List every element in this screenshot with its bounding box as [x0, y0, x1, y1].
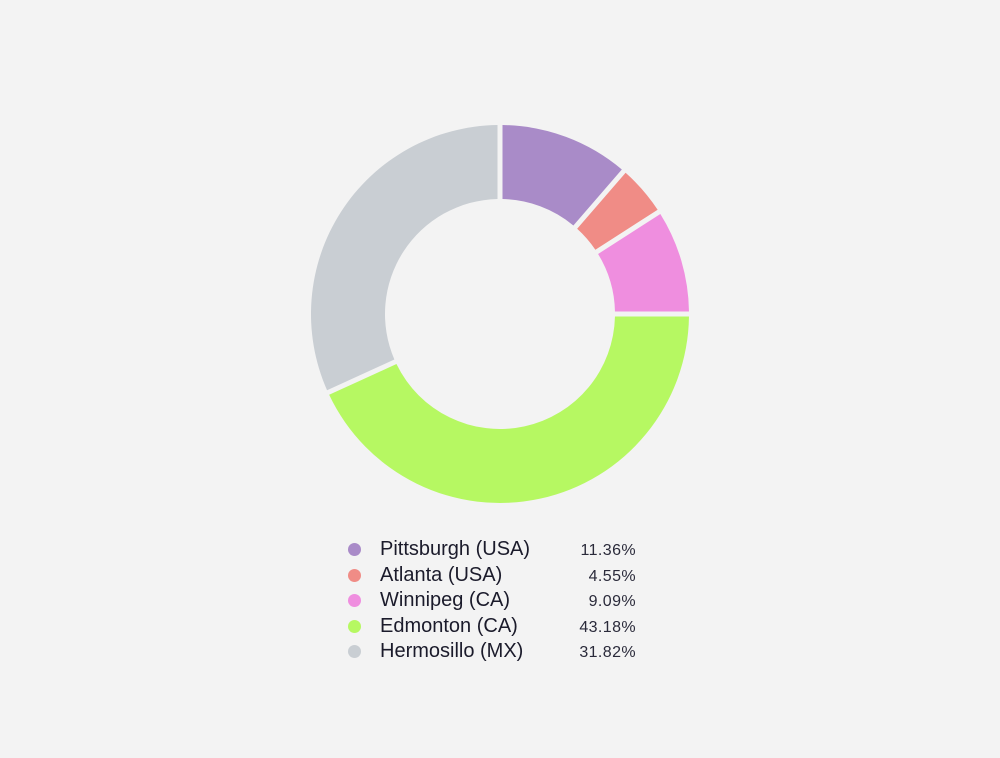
legend-value-pittsburgh: 11.36%	[580, 542, 636, 559]
legend-label-atlanta: Atlanta (USA)	[380, 563, 503, 586]
legend-item-winnipeg[interactable]: Winnipeg (CA) 9.09%	[345, 588, 645, 614]
legend-marker-pittsburgh	[348, 543, 361, 556]
legend-marker-winnipeg	[348, 594, 361, 608]
legend-item-atlanta[interactable]: Atlanta (USA) 4.55%	[345, 563, 645, 589]
legend-marker-edmonton	[348, 619, 361, 633]
legend-value-edmonton: 43.18%	[579, 618, 636, 636]
slice-winnipeg[interactable]	[598, 213, 689, 312]
legend-label-winnipeg: Winnipeg (CA)	[380, 589, 511, 612]
legend-label-pittsburgh: Pittsburgh (USA)	[380, 538, 531, 560]
legend-label-hermosillo: Hermosillo (MX)	[380, 640, 524, 663]
legend-value-hermosillo: 31.82%	[579, 644, 636, 662]
legend-value-atlanta: 4.55%	[588, 567, 636, 585]
legend-item-edmonton[interactable]: Edmonton (CA) 43.18%	[345, 614, 645, 640]
legend-item-hermosillo[interactable]: Hermosillo (MX) 31.82%	[345, 639, 645, 665]
legend-value-winnipeg: 9.09%	[588, 593, 636, 611]
slice-hermosillo[interactable]	[310, 125, 498, 391]
chart-legend: Pittsburgh (USA) 11.36% Atlanta (USA) 4.…	[345, 537, 645, 665]
slice-edmonton[interactable]	[329, 316, 689, 503]
legend-marker-atlanta	[348, 568, 361, 582]
legend-label-edmonton: Edmonton (CA)	[380, 614, 518, 637]
legend-item-pittsburgh[interactable]: Pittsburgh (USA) 11.36%	[345, 537, 645, 563]
slice-atlanta[interactable]	[577, 172, 658, 250]
slice-pittsburgh[interactable]	[502, 125, 622, 226]
legend-marker-hermosillo	[348, 645, 361, 659]
